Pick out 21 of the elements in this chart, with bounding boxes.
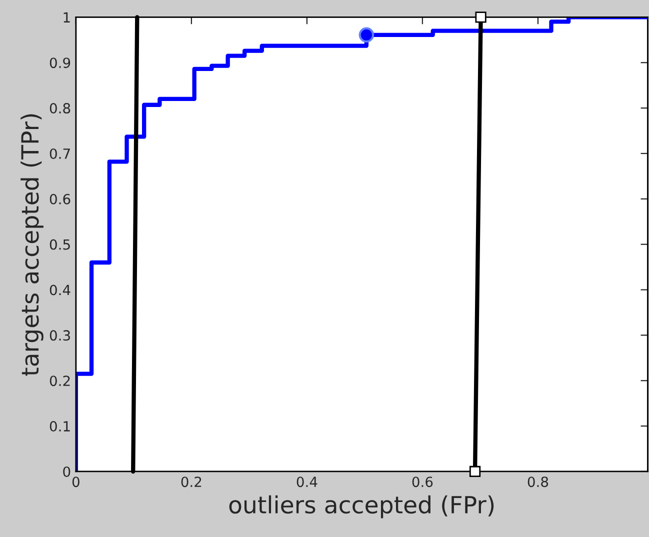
y-tick-label: 0.2	[50, 376, 70, 386]
y-tick-label: 0.9	[50, 58, 70, 68]
y-tick-label: 0.5	[50, 239, 70, 250]
y-tick-label: 0	[63, 466, 70, 477]
point	[475, 12, 486, 23]
x-tick-label: 0.2	[181, 476, 202, 488]
point	[358, 27, 374, 43]
x-axis-title: outliers accepted (FPr)	[229, 495, 494, 518]
y-tick-label: 0.3	[50, 330, 70, 341]
point	[469, 466, 481, 478]
y-tick-label: 0.1	[50, 421, 70, 432]
y-tick-label: 0.7	[50, 148, 70, 159]
x-tick-label: 0	[72, 476, 80, 488]
y-tick-label: 0.8	[50, 103, 70, 114]
y-tick-label: 1	[64, 12, 70, 22]
x-tick-label: 0.8	[528, 476, 548, 488]
y-tick-label: 0.4	[50, 284, 70, 296]
y-tick-label: 0.6	[50, 194, 70, 204]
x-tick-label: 0.4	[296, 476, 318, 488]
y-axis-title: targets accepted (TPr)	[20, 114, 44, 376]
x-tick-label: 0.6	[412, 476, 433, 488]
